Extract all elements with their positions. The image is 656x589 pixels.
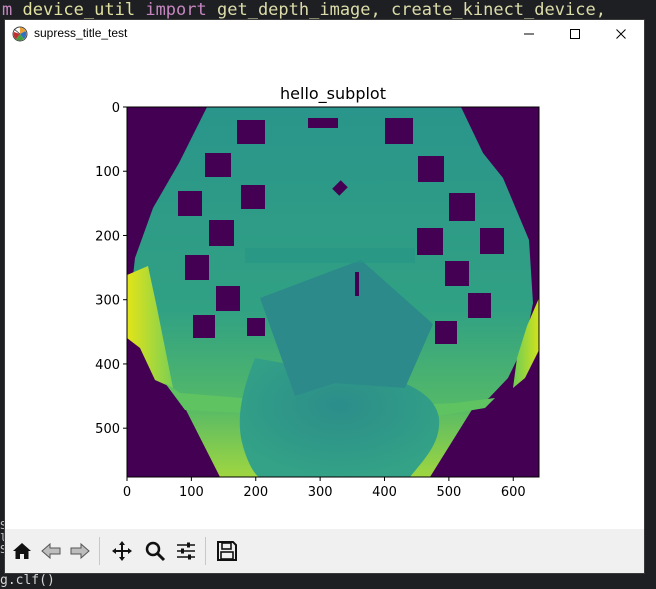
pan-icon bbox=[112, 541, 132, 561]
toolbar-separator bbox=[205, 537, 206, 565]
code-import-keyword: import bbox=[145, 0, 207, 20]
tilted-board bbox=[260, 260, 433, 396]
code-prefix: m bbox=[2, 0, 23, 20]
matplotlib-logo-icon bbox=[12, 26, 28, 42]
left-wall bbox=[127, 266, 173, 388]
back-icon bbox=[41, 542, 61, 560]
y-tick-label: 500 bbox=[95, 422, 120, 437]
y-tick-label: 100 bbox=[95, 165, 120, 180]
maximize-button[interactable] bbox=[552, 20, 598, 48]
x-tick-label: 300 bbox=[308, 485, 333, 500]
configure-subplots-icon bbox=[177, 542, 195, 560]
x-tick-label: 500 bbox=[436, 485, 461, 500]
zoom-icon bbox=[145, 541, 166, 562]
code-import-names: get_depth_image, create_kinect_device, bbox=[217, 0, 606, 20]
forward-button[interactable] bbox=[67, 537, 93, 565]
editor-code-line: m device_util import get_depth_image, cr… bbox=[0, 0, 656, 20]
pan-button[interactable] bbox=[109, 537, 135, 565]
home-button[interactable] bbox=[9, 537, 35, 565]
editor-gutter bbox=[0, 20, 5, 589]
x-tick-label: 100 bbox=[179, 485, 204, 500]
y-tick-label: 300 bbox=[95, 294, 120, 309]
close-icon bbox=[616, 29, 626, 39]
toolbar-separator bbox=[99, 537, 100, 565]
back-button[interactable] bbox=[38, 537, 64, 565]
x-tick-label: 200 bbox=[243, 485, 268, 500]
figure-window: supress_title_test bbox=[5, 20, 644, 573]
x-tick-label: 600 bbox=[501, 485, 526, 500]
x-axis-ticks: 0 100 200 300 400 500 600 bbox=[123, 477, 526, 500]
x-tick-label: 400 bbox=[372, 485, 397, 500]
save-icon bbox=[217, 541, 237, 561]
right-wall bbox=[513, 298, 539, 388]
x-tick-label: 0 bbox=[123, 485, 131, 500]
plot-svg: hello_subplot bbox=[95, 84, 540, 500]
window-titlebar[interactable]: supress_title_test bbox=[5, 20, 644, 48]
y-axis-ticks: 0 100 200 300 400 500 bbox=[95, 101, 127, 437]
axes-frame bbox=[126, 106, 540, 478]
code-module: device_util bbox=[22, 0, 136, 20]
navigation-toolbar bbox=[5, 529, 644, 573]
axes-title: hello_subplot bbox=[280, 84, 386, 104]
figure-canvas[interactable]: hello_subplot bbox=[5, 48, 644, 529]
save-button[interactable] bbox=[214, 537, 240, 565]
maximize-icon bbox=[570, 29, 580, 39]
checker-squares bbox=[178, 118, 504, 344]
zoom-button[interactable] bbox=[142, 537, 168, 565]
window-title: supress_title_test bbox=[34, 26, 128, 40]
minimize-icon bbox=[524, 33, 534, 35]
editor-code-line-bottom: g.clf() bbox=[0, 573, 656, 589]
minimize-button[interactable] bbox=[506, 20, 552, 48]
y-tick-label: 200 bbox=[95, 229, 120, 244]
depth-image bbox=[127, 107, 539, 477]
home-icon bbox=[13, 543, 31, 559]
vase-shape bbox=[239, 358, 440, 477]
y-tick-label: 400 bbox=[95, 358, 120, 373]
forward-icon bbox=[70, 542, 90, 560]
configure-subplots-button[interactable] bbox=[173, 537, 199, 565]
y-tick-label: 0 bbox=[112, 101, 120, 116]
wall-strip bbox=[245, 248, 415, 263]
close-button[interactable] bbox=[598, 20, 644, 48]
